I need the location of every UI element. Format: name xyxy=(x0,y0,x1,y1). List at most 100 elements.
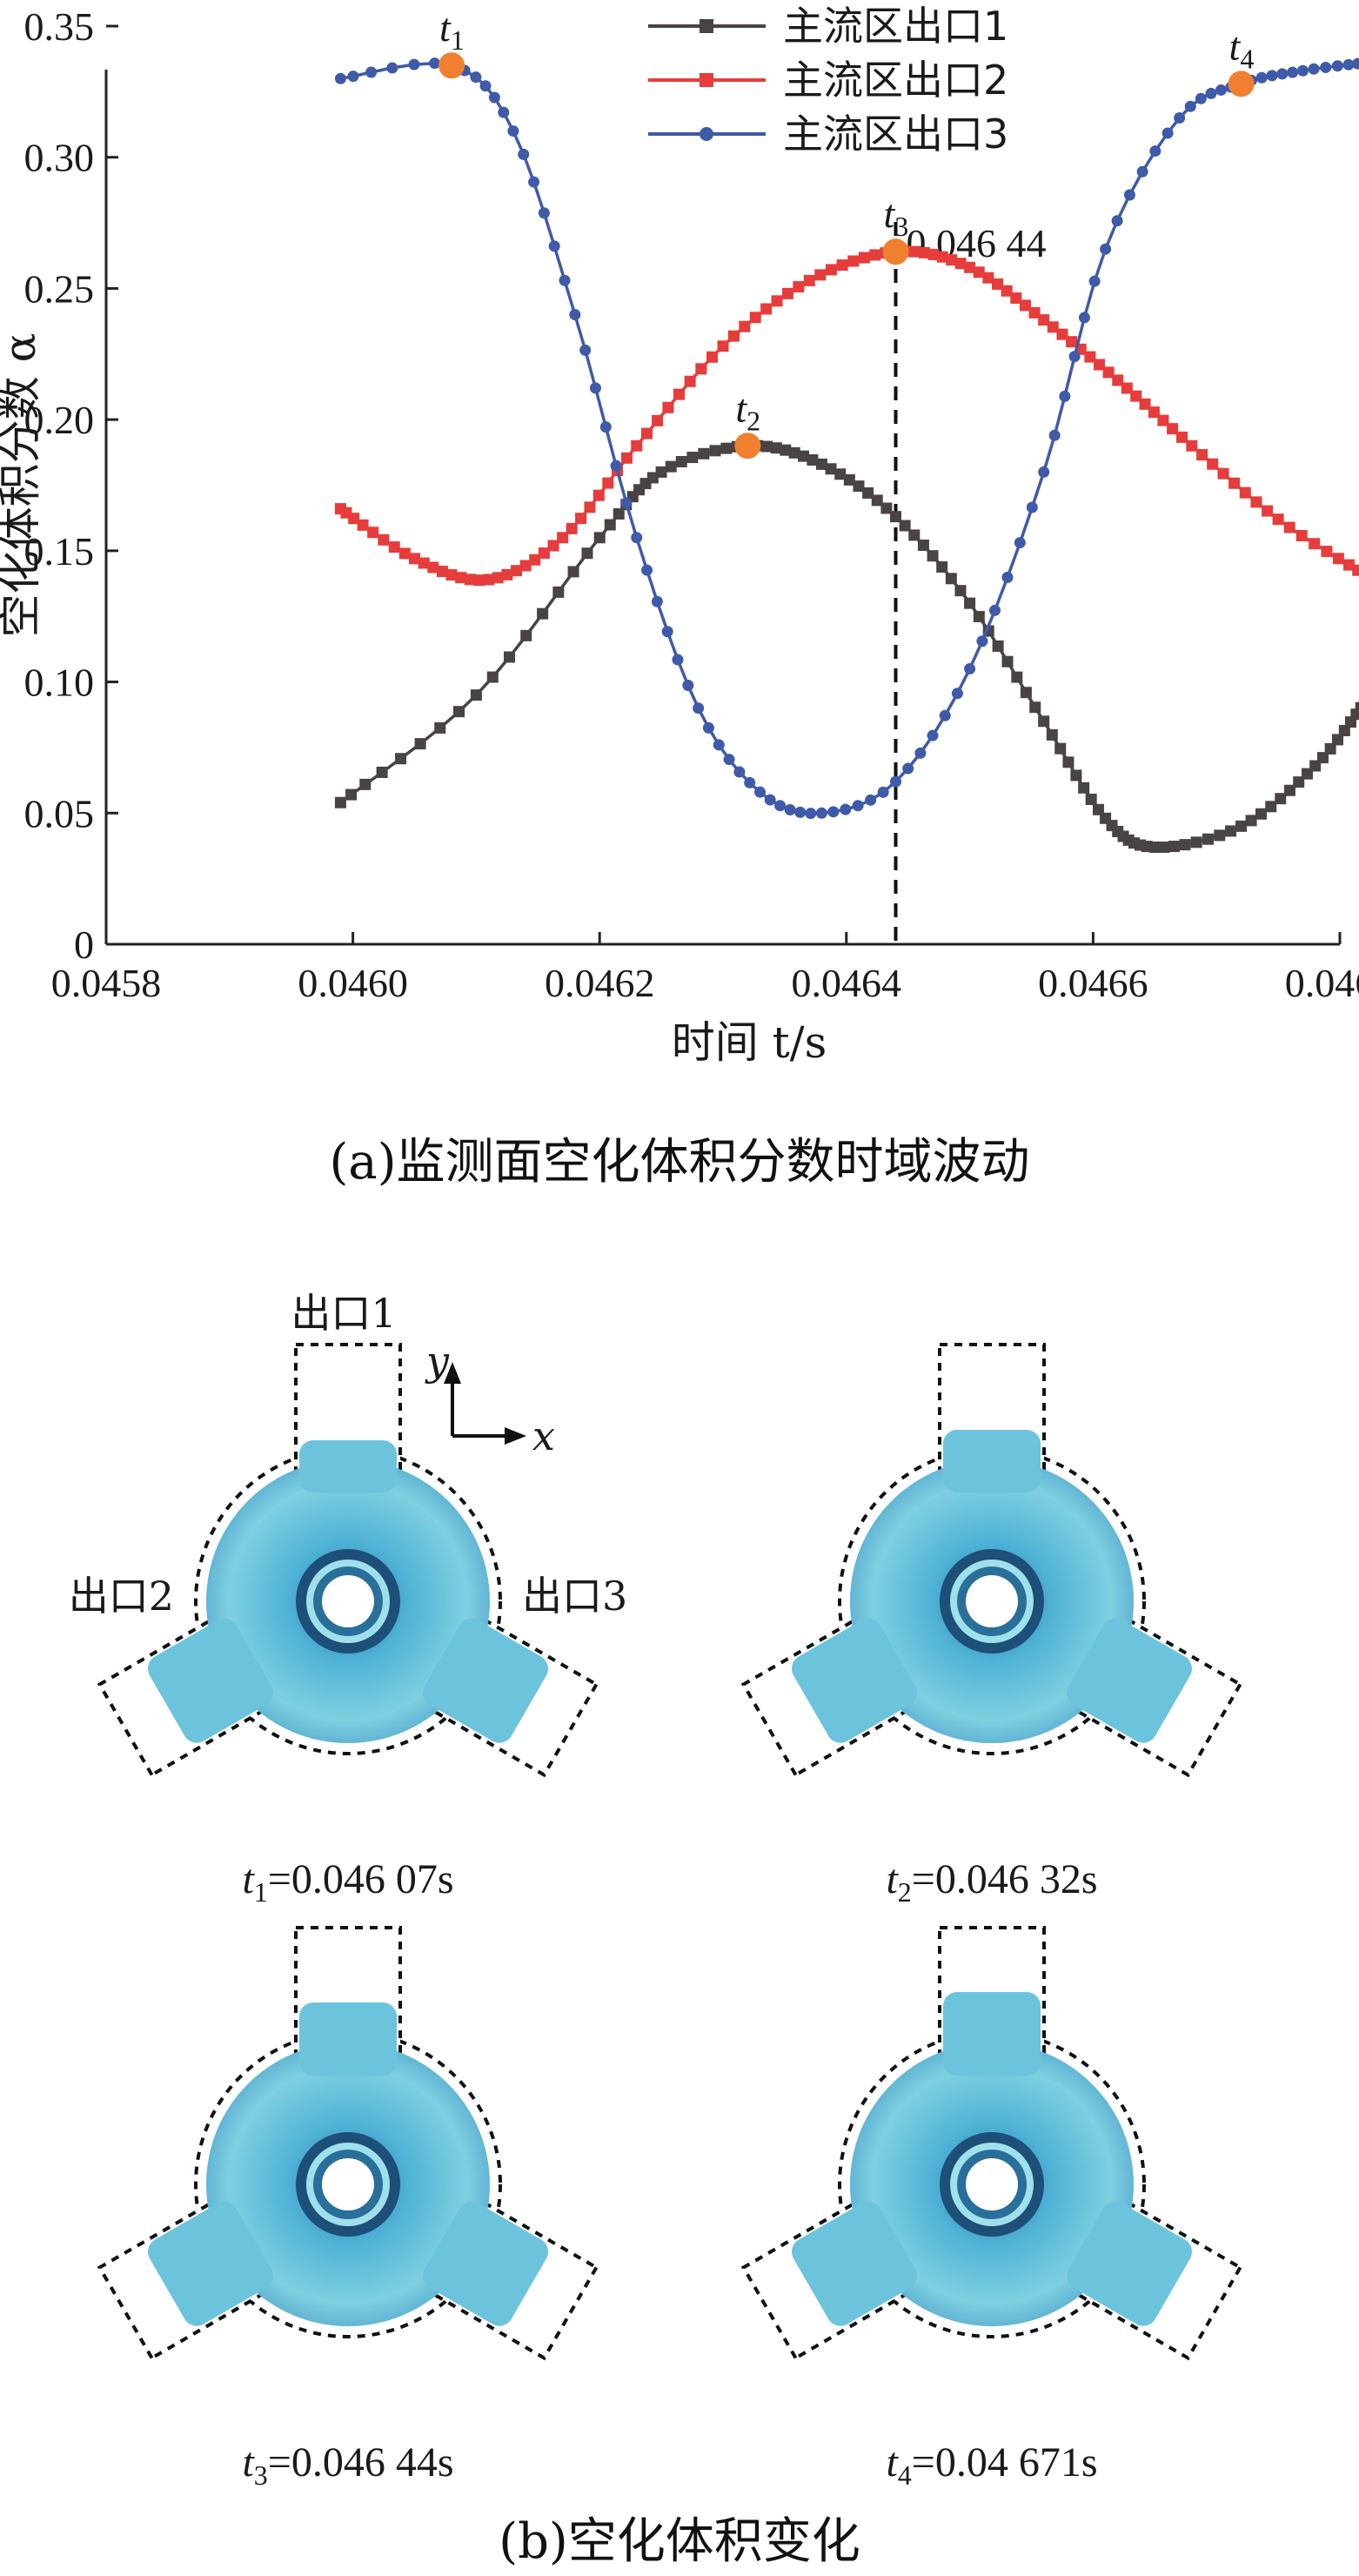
data-point xyxy=(1157,414,1169,426)
data-point xyxy=(345,788,358,801)
data-point xyxy=(672,654,684,666)
data-point xyxy=(695,363,707,375)
data-point xyxy=(1167,423,1179,435)
data-point xyxy=(1014,537,1026,549)
data-point xyxy=(843,473,855,486)
data-point xyxy=(1078,312,1090,324)
data-point xyxy=(1001,285,1013,297)
panel-time-caption: t3=0.046 44s xyxy=(242,2439,453,2491)
data-point xyxy=(713,739,725,751)
highlight-label-t2: t2 xyxy=(735,386,760,436)
data-point xyxy=(1168,841,1180,853)
data-point xyxy=(1350,708,1359,721)
data-point xyxy=(395,753,407,765)
data-point xyxy=(1084,351,1096,363)
data-point xyxy=(547,540,559,552)
data-point xyxy=(754,786,767,798)
data-point xyxy=(593,532,606,544)
data-point xyxy=(760,303,773,315)
data-point xyxy=(1255,71,1268,84)
data-point xyxy=(519,560,532,572)
data-point xyxy=(1255,808,1267,820)
data-point xyxy=(862,486,874,499)
data-point xyxy=(1352,564,1359,576)
data-point xyxy=(825,264,837,276)
y-tick-label: 0.25 xyxy=(24,266,95,311)
data-point xyxy=(504,651,516,663)
data-point xyxy=(673,388,685,400)
data-point xyxy=(1088,275,1101,287)
data-point xyxy=(1179,839,1191,851)
data-point xyxy=(706,351,718,363)
highlight-label-t4: t4 xyxy=(1229,23,1255,74)
data-point xyxy=(483,574,495,586)
data-point xyxy=(1283,521,1295,533)
data-point xyxy=(376,766,388,778)
data-point xyxy=(927,248,940,260)
series-3 xyxy=(334,57,1359,820)
legend-item-2: 主流区出口2 xyxy=(648,57,1008,104)
data-point xyxy=(781,287,793,299)
data-point xyxy=(814,269,827,281)
data-point xyxy=(973,266,985,278)
highlight-point-t2 xyxy=(734,433,761,460)
data-point xyxy=(1112,374,1124,386)
data-point xyxy=(1048,429,1061,441)
data-point xyxy=(764,794,776,806)
legend-label: 主流区出口3 xyxy=(783,111,1008,158)
data-point xyxy=(589,382,601,394)
data-point xyxy=(567,566,579,578)
data-point xyxy=(386,62,398,74)
data-point xyxy=(1331,734,1343,746)
data-point xyxy=(992,640,1004,652)
y-tick-label: 0.35 xyxy=(24,4,95,49)
data-point xyxy=(840,803,852,815)
data-point xyxy=(492,572,504,584)
data-point xyxy=(702,721,714,734)
data-point xyxy=(1056,328,1068,340)
data-point xyxy=(847,255,860,267)
data-point xyxy=(473,574,485,587)
data-point xyxy=(727,330,740,342)
x-tick-label: 0.0464 xyxy=(792,961,902,1005)
data-point xyxy=(651,595,663,607)
data-point xyxy=(610,460,622,472)
y-tick-label: 0.10 xyxy=(24,661,95,705)
data-point xyxy=(693,702,705,714)
data-point xyxy=(1139,398,1151,410)
caption-b: (b)空化体积变化 xyxy=(499,2513,860,2570)
data-point xyxy=(334,796,346,808)
data-point xyxy=(992,278,1004,290)
data-point xyxy=(1214,829,1226,842)
x-tick-label: 0.0468 xyxy=(1285,961,1359,1005)
data-point xyxy=(1121,382,1133,394)
data-point xyxy=(1028,306,1041,319)
data-point xyxy=(566,522,578,534)
data-point xyxy=(1038,466,1050,478)
data-point xyxy=(936,560,948,573)
y-tick-label: 0.15 xyxy=(24,529,95,574)
data-point xyxy=(445,569,458,581)
highlight-points: t1 t2 t3 t4 xyxy=(438,5,1255,460)
y-tick-label: 0.20 xyxy=(24,398,95,442)
data-point xyxy=(414,738,426,750)
data-point xyxy=(877,786,889,798)
data-point xyxy=(434,721,446,734)
data-point xyxy=(604,519,616,531)
data-point xyxy=(537,607,549,620)
data-point xyxy=(1020,687,1032,699)
data-point xyxy=(880,502,893,514)
data-point xyxy=(453,706,465,718)
data-point xyxy=(675,456,687,468)
data-point xyxy=(1207,458,1219,470)
legend-marker xyxy=(700,73,713,87)
data-point xyxy=(661,626,673,638)
data-point xyxy=(1202,833,1215,845)
data-point xyxy=(788,446,800,459)
data-point xyxy=(529,553,541,566)
outlet-1-label: 出口1 xyxy=(291,1290,396,1337)
data-point xyxy=(559,274,571,286)
data-point xyxy=(807,454,819,466)
data-point xyxy=(1272,513,1284,526)
